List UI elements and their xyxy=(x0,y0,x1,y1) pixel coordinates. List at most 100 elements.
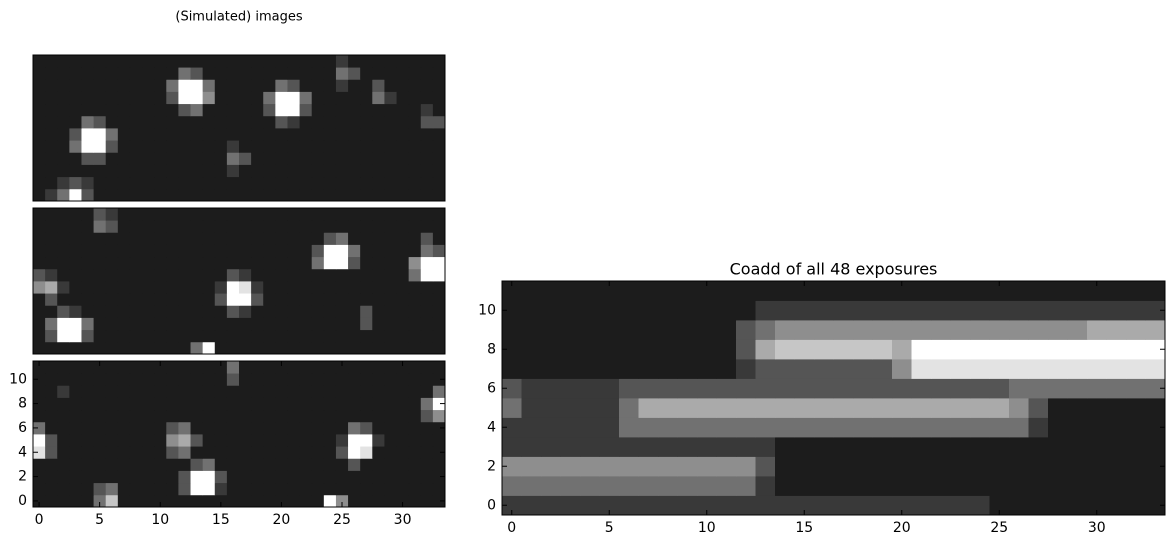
pixel xyxy=(142,373,155,386)
pixel xyxy=(129,458,143,471)
pixel xyxy=(384,256,397,270)
pixel xyxy=(619,281,639,301)
pixel xyxy=(117,164,131,178)
pixel xyxy=(541,359,561,379)
pixel xyxy=(45,256,58,270)
pixel xyxy=(396,188,410,202)
pixel xyxy=(716,398,737,418)
pixel xyxy=(45,128,58,141)
pixel xyxy=(178,140,191,153)
pixel xyxy=(716,495,737,516)
pixel xyxy=(360,305,373,318)
pixel xyxy=(45,115,58,129)
pixel xyxy=(408,55,422,68)
pixel xyxy=(81,361,94,374)
pixel xyxy=(33,421,46,435)
pixel xyxy=(263,79,276,92)
pixel xyxy=(360,188,373,202)
pixel xyxy=(348,329,361,343)
pixel xyxy=(287,208,300,221)
pixel xyxy=(348,482,361,496)
pixel xyxy=(190,152,204,165)
pixel xyxy=(154,293,167,306)
y-tick-label: 4 xyxy=(487,419,496,435)
pixel xyxy=(360,385,373,398)
pixel xyxy=(1048,300,1068,321)
pixel xyxy=(117,434,131,447)
pixel xyxy=(287,256,300,270)
pixel xyxy=(226,244,240,258)
pixel xyxy=(287,341,300,355)
pixel xyxy=(677,456,698,477)
pixel xyxy=(348,176,361,190)
pixel xyxy=(311,164,325,178)
pixel xyxy=(275,385,288,398)
pixel xyxy=(335,164,349,178)
pixel xyxy=(521,476,542,496)
pixel xyxy=(275,188,288,202)
pixel xyxy=(45,208,58,221)
pixel xyxy=(323,220,337,233)
pixel xyxy=(408,458,422,471)
pixel xyxy=(117,268,131,282)
pixel xyxy=(287,409,300,423)
pixel xyxy=(287,115,300,129)
x-tick-label: 5 xyxy=(95,512,104,528)
pixel xyxy=(697,476,717,496)
pixel xyxy=(560,495,581,516)
pixel xyxy=(989,320,1010,340)
pixel xyxy=(911,300,932,321)
pixel xyxy=(335,176,349,190)
pixel xyxy=(263,128,276,141)
frame xyxy=(32,54,446,202)
pixel xyxy=(408,140,422,153)
pixel xyxy=(81,409,94,423)
pixel xyxy=(239,494,252,508)
pixel xyxy=(384,176,397,190)
pixel xyxy=(323,385,337,398)
pixel xyxy=(1009,281,1029,301)
y-tick-label: 8 xyxy=(487,341,496,357)
pixel xyxy=(154,268,167,282)
pixel xyxy=(251,305,264,318)
pixel xyxy=(950,359,971,379)
pixel xyxy=(263,494,276,508)
pixel xyxy=(755,456,776,477)
pixel xyxy=(117,421,131,435)
pixel xyxy=(178,281,191,294)
pixel xyxy=(105,293,119,306)
pixel xyxy=(619,398,639,418)
pixel xyxy=(45,232,58,245)
pixel xyxy=(154,67,167,80)
pixel xyxy=(190,361,204,374)
pixel xyxy=(1067,281,1088,301)
pixel xyxy=(716,476,737,496)
pixel xyxy=(372,67,385,80)
pixel xyxy=(129,55,143,68)
pixel xyxy=(348,458,361,471)
pixel xyxy=(989,417,1010,438)
pixel xyxy=(57,79,70,92)
pixel xyxy=(117,329,131,343)
pixel xyxy=(396,421,410,435)
pixel xyxy=(408,385,422,398)
pixel xyxy=(45,103,58,117)
pixel xyxy=(129,244,143,258)
pixel xyxy=(178,421,191,435)
pixel xyxy=(420,385,434,398)
pixel xyxy=(275,329,288,343)
pixel xyxy=(57,329,70,343)
pixel xyxy=(372,385,385,398)
pixel xyxy=(892,417,912,438)
pixel xyxy=(931,378,951,399)
pixel xyxy=(214,103,228,117)
pixel xyxy=(239,55,252,68)
pixel xyxy=(560,320,581,340)
pixel xyxy=(408,434,422,447)
pixel xyxy=(45,164,58,178)
pixel xyxy=(970,320,990,340)
pixel xyxy=(560,300,581,321)
pixel xyxy=(190,55,204,68)
pixel xyxy=(580,495,600,516)
pixel xyxy=(323,470,337,484)
